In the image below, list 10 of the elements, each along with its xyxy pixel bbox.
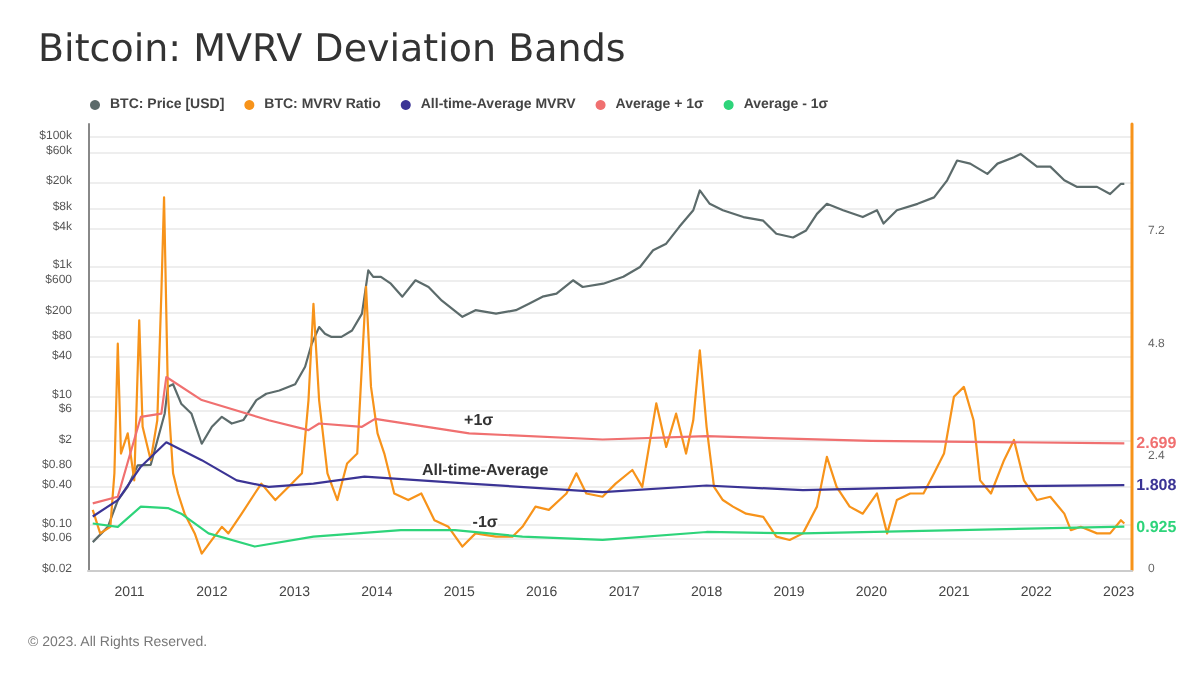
line-series [91,375,1126,505]
data-label: 2.699 [1136,434,1178,453]
chart-title: Bitcoin: MVRV Deviation Bands [38,27,626,71]
annotation: -1σ [472,512,499,531]
annotation: All-time-Average [421,460,550,479]
data-label: 1.808 [1136,476,1178,495]
data-label: 0.925 [1136,517,1178,536]
line-series [91,441,1126,518]
line-series [91,505,1126,548]
annotation: +1σ [464,410,495,429]
